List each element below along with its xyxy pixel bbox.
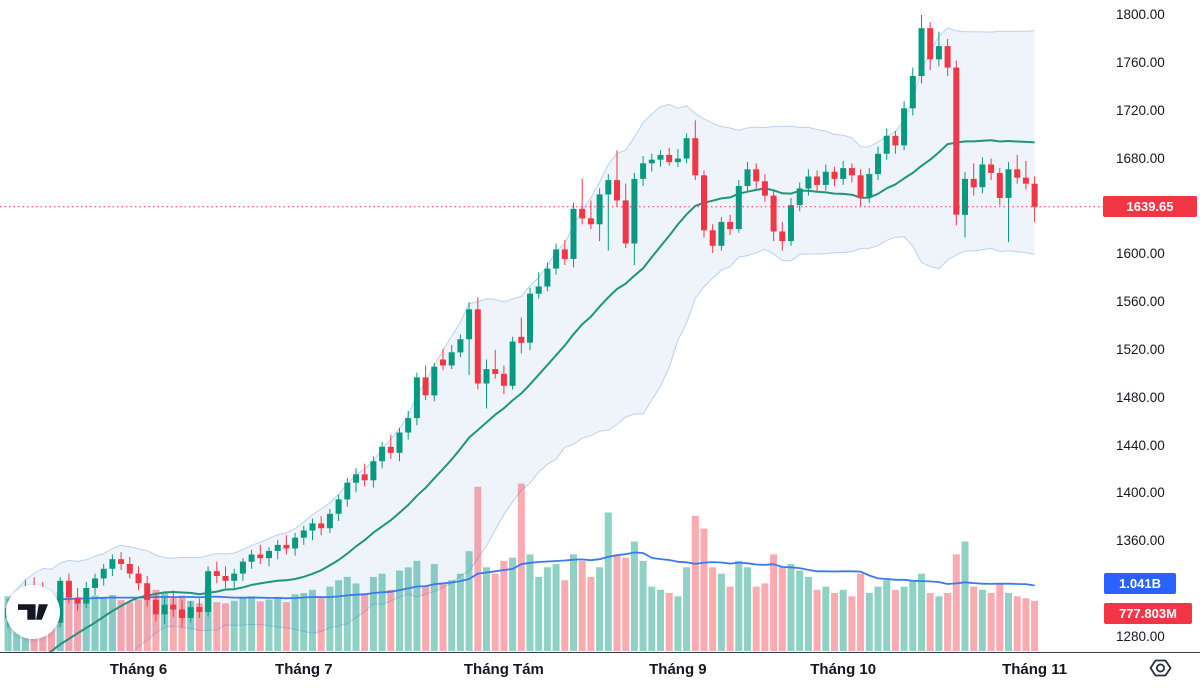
time-axis-label: Tháng 9	[649, 661, 707, 678]
price-axis-tick: 1680.00	[1116, 150, 1165, 166]
price-axis-tick: 1440.00	[1116, 437, 1165, 453]
price-axis-tick: 1520.00	[1116, 341, 1165, 357]
price-axis-tick: 1360.00	[1116, 533, 1165, 549]
tradingview-logo-icon	[18, 604, 48, 620]
price-axis[interactable]: 1800.00 1760.00 1720.00 1680.00 1600.00 1560.…	[1103, 0, 1200, 652]
axis-divider	[0, 652, 1200, 653]
time-axis-label: Tháng 11	[1002, 661, 1068, 678]
volume-ma-badge: 1.041B	[1104, 573, 1176, 594]
time-axis-label: Tháng Tám	[463, 661, 544, 678]
price-axis-tick: 1600.00	[1116, 246, 1165, 262]
axis-settings-icon[interactable]	[1148, 656, 1173, 680]
candlestick-series	[5, 15, 1038, 628]
time-axis-label: Tháng 6	[109, 661, 168, 678]
tradingview-logo[interactable]	[6, 585, 60, 639]
time-axis[interactable]: Tháng 6 Tháng 7 Tháng Tám Tháng 9 Tháng 10 Th…	[0, 653, 1200, 688]
time-axis-label: Tháng 10	[810, 661, 877, 678]
price-axis-tick: 1560.00	[1116, 294, 1165, 310]
price-axis-tick: 1760.00	[1116, 54, 1165, 70]
price-axis-tick: 1480.00	[1116, 389, 1165, 405]
time-axis-label: Tháng 7	[275, 661, 333, 678]
current-price-badge: 1639.65	[1103, 196, 1197, 217]
price-axis-tick: 1400.00	[1116, 485, 1165, 501]
price-axis-tick: 1800.00	[1116, 7, 1165, 22]
volume-ma-line	[7, 551, 1035, 604]
volume-bars	[4, 483, 1039, 651]
price-axis-tick: 1720.00	[1116, 102, 1165, 118]
moving-average-line	[48, 139, 1035, 652]
price-chart-canvas[interactable]	[0, 0, 1200, 652]
price-axis-tick: 1280.00	[1116, 628, 1165, 644]
volume-badge: 777.803M	[1104, 603, 1192, 624]
